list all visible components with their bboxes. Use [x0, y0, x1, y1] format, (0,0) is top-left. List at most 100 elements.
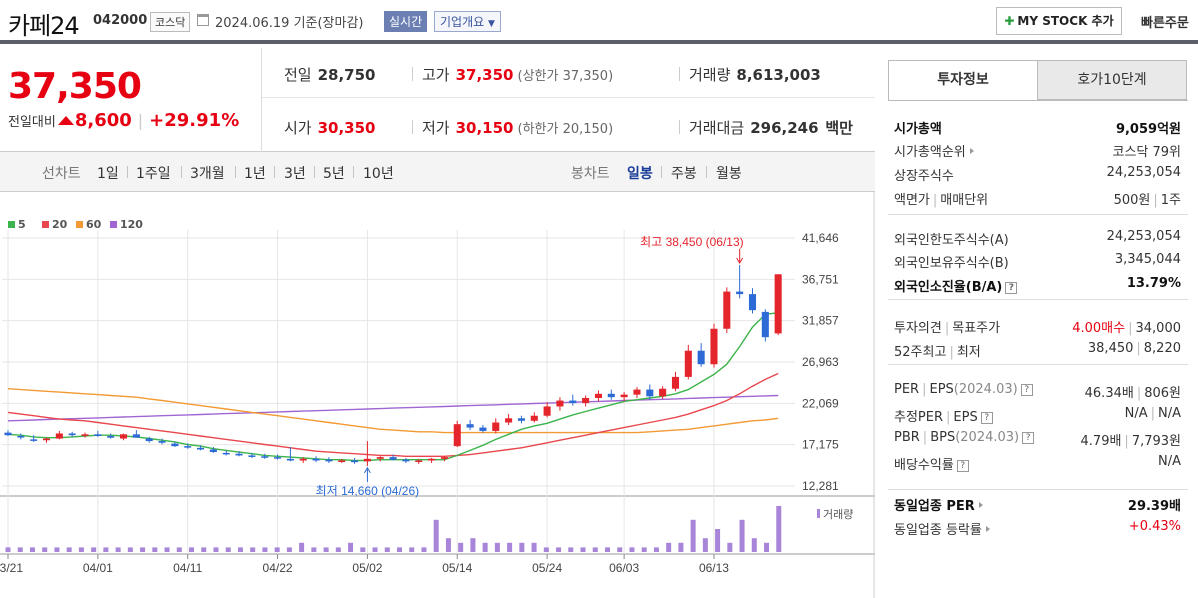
help-icon[interactable]: ? [1005, 282, 1018, 294]
tab-3year[interactable]: 3년 [284, 166, 306, 182]
tab-monthly[interactable]: 월봉 [716, 166, 742, 182]
candle-body [312, 458, 320, 461]
divider [412, 120, 413, 134]
volume-bar [764, 542, 770, 552]
shares-label: 상장주식수 [894, 169, 954, 184]
tab-1day[interactable]: 1일 [97, 166, 119, 182]
candle-body [363, 458, 371, 462]
opinion-value: 4.00매수 [1072, 321, 1126, 336]
cap-rank-row: 시가총액순위 코스닥 79위 [894, 141, 1181, 161]
volume-bar [323, 547, 329, 552]
candle-body [94, 434, 102, 437]
open-label: 시가 [284, 119, 312, 137]
x-tick-label: 04/22 [263, 561, 293, 575]
open-price: 시가 30,350 [284, 117, 376, 138]
lower-limit: (하한가 20,150) [517, 122, 614, 137]
chevron-down-icon: ▼ [488, 19, 495, 29]
company-overview-dropdown[interactable]: 기업개요 ▼ [434, 11, 501, 32]
candlestick-chart[interactable]: 41,646 36,751 31,857 26,963 22,069 17,175 12,2… [0, 192, 875, 598]
tab-weekly[interactable]: 주봉 [671, 166, 697, 182]
candle-body [248, 455, 256, 457]
help-icon[interactable]: ? [980, 412, 993, 424]
candle-body [466, 424, 474, 428]
tab-10year[interactable]: 10년 [363, 166, 394, 182]
volume-bar [78, 547, 84, 552]
tab-daily[interactable]: 일봉 [627, 166, 653, 182]
tab-investment-info[interactable]: 투자정보 [888, 60, 1038, 100]
volume-bar [274, 547, 280, 552]
per-year: (2024.03) [953, 382, 1018, 397]
market-cap-value: 9,059억원 [1115, 122, 1181, 137]
volume-bar [580, 547, 586, 552]
per-row: PER | EPS(2024.03)? 46.34배 | 806원 [894, 382, 1181, 402]
volume-bar [5, 547, 11, 552]
target-value: 34,000 [1135, 321, 1182, 336]
volume-bar [54, 547, 60, 552]
candle-body [17, 436, 25, 438]
tab-1year[interactable]: 1년 [244, 166, 266, 182]
candle-body [723, 291, 731, 329]
volume-bar [421, 547, 427, 552]
tab-3month[interactable]: 3개월 [190, 166, 225, 182]
volume-bar [91, 547, 97, 552]
candle-body [171, 443, 179, 447]
divider: | [1153, 193, 1158, 208]
industry-change-row: 동일업종 등락률 +0.43% [894, 519, 1181, 539]
quick-order-button[interactable]: 빠른주문 [1141, 16, 1189, 31]
base-date: 2024.06.19 기준(장마감) [215, 16, 364, 31]
w52-low-label: 최저 [956, 345, 981, 360]
candle-body [505, 418, 513, 423]
candle-body [338, 460, 346, 463]
divider [679, 67, 680, 81]
candle-body [530, 415, 538, 421]
up-arrow-icon [57, 116, 74, 125]
volume-bar [372, 547, 378, 552]
volume-bar [727, 542, 733, 552]
tab-order-book[interactable]: 호가10단계 [1037, 60, 1187, 100]
candle-body [620, 394, 628, 398]
volume-bar [262, 547, 268, 552]
volume-bar [115, 547, 121, 552]
volume-bar [543, 547, 549, 552]
legend-swatch [8, 221, 15, 228]
help-icon[interactable]: ? [1022, 432, 1035, 444]
industry-per-label: 동일업종 PER [894, 499, 975, 514]
help-icon[interactable]: ? [956, 460, 969, 472]
candle-body [376, 457, 384, 459]
volume-bar [176, 547, 182, 552]
y-tick-label: 36,751 [802, 272, 839, 286]
volume-bar [384, 547, 390, 552]
tab-1week[interactable]: 1주일 [136, 166, 171, 182]
help-icon[interactable]: ? [1020, 384, 1033, 396]
volume-bar [409, 547, 415, 552]
price-change-row: 전일대비 8,600 | +29.91% [8, 110, 239, 131]
legend-label: 5 [18, 218, 26, 231]
candle-body [415, 460, 423, 463]
realtime-button[interactable]: 실시간 [384, 11, 428, 32]
divider: | [932, 193, 938, 208]
min-arrow-icon [363, 466, 371, 474]
legend-label: 120 [120, 218, 143, 231]
divider: | [137, 111, 144, 130]
bps-value: 7,793원 [1131, 434, 1181, 449]
candle-body [492, 422, 500, 431]
candle-body [351, 460, 359, 463]
industry-per-value: 29.39배 [1127, 499, 1181, 514]
candle-body [697, 350, 705, 365]
candle-body [55, 433, 63, 439]
volume-label: 거래량 [689, 66, 731, 84]
candle-body [582, 398, 590, 404]
add-mystock-button[interactable]: ✚ MY STOCK 추가 [996, 7, 1122, 35]
tab-5year[interactable]: 5년 [323, 166, 345, 182]
foreign-section: 외국인한도주식수(A) 24,253,054 외국인보유주식수(B) 3,345,0… [888, 215, 1188, 300]
industry-change-label: 동일업종 등락률 [894, 523, 982, 538]
max-arrow-icon [736, 257, 744, 264]
volume-bar [507, 542, 513, 552]
candle-body [145, 438, 153, 442]
investment-info-panel: 투자정보 호가10단계 시가총액 9,059억원 시가총액순위 코스닥 79위 상장… [888, 60, 1188, 550]
candle-body [633, 389, 641, 395]
divider [127, 166, 128, 178]
candle-body [517, 418, 525, 421]
candle-body [325, 459, 333, 462]
est-per-value: N/A [1124, 406, 1148, 421]
